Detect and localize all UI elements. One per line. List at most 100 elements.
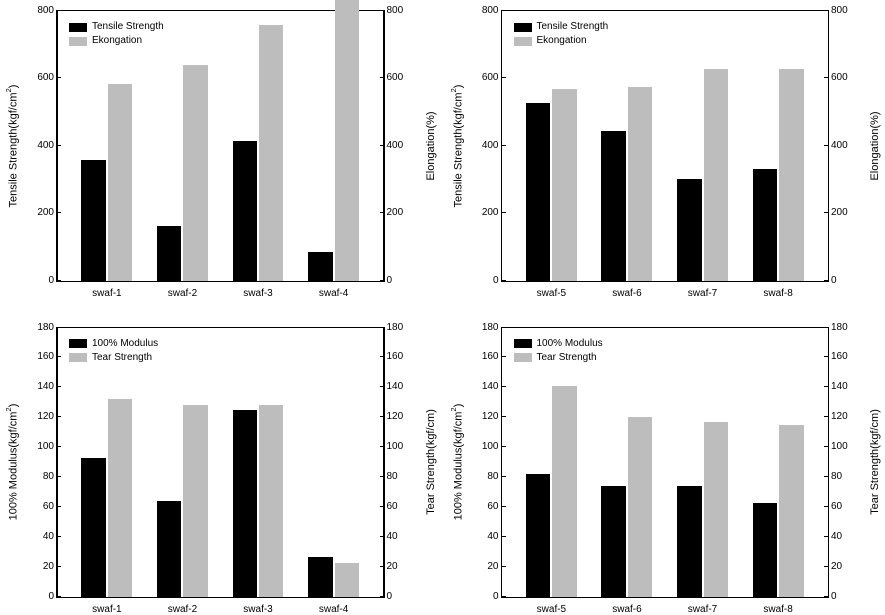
bar-series-0 xyxy=(753,503,777,597)
bar-series-0 xyxy=(308,252,332,281)
ytick-label: 60 xyxy=(487,502,498,512)
ytick-label: 20 xyxy=(387,562,398,572)
bar-series-1 xyxy=(628,417,652,597)
bar-group: swaf-6 xyxy=(600,328,654,598)
yaxis-left-label: 100% Modulus(kgf/cm2) xyxy=(4,404,20,521)
yaxis-right-label: Tear Strength(kgf/cm) xyxy=(869,409,881,515)
ytick-label: 800 xyxy=(482,6,499,16)
bar-group: swaf-1 xyxy=(80,11,134,281)
ytick-label: 600 xyxy=(482,73,499,83)
bar-series-1 xyxy=(108,84,132,280)
xaxis-category-label: swaf-1 xyxy=(92,604,121,615)
bar-series-0 xyxy=(677,486,701,597)
xaxis-category-label: swaf-8 xyxy=(763,288,792,299)
ytick-label: 0 xyxy=(48,592,54,602)
yaxis-left-label: Tensile Strength(kgf/cm2) xyxy=(449,84,465,207)
xaxis-category-label: swaf-3 xyxy=(243,604,272,615)
xaxis-category-label: swaf-2 xyxy=(168,288,197,299)
bar-series-0 xyxy=(601,131,625,281)
ytick-label: 160 xyxy=(37,352,54,362)
bar-group: swaf-6 xyxy=(600,11,654,281)
ytick-label: 20 xyxy=(831,562,842,572)
ytick-label: 140 xyxy=(37,382,54,392)
ytick-label: 80 xyxy=(487,472,498,482)
ytick-label: 600 xyxy=(387,73,404,83)
ytick-label: 0 xyxy=(48,276,54,286)
ytick-label: 800 xyxy=(37,6,54,16)
ytick-label: 800 xyxy=(387,6,404,16)
bar-group: swaf-5 xyxy=(524,11,578,281)
bar-group: swaf-3 xyxy=(231,328,285,598)
ytick-label: 140 xyxy=(482,382,499,392)
plot-area: Tensile Strength Ekongation 020040060080… xyxy=(56,10,385,282)
bar-group: swaf-1 xyxy=(80,328,134,598)
chart-panel-1: Tensile Strength(kgf/cm2) Tensile Streng… xyxy=(453,10,878,282)
bar-series-1 xyxy=(335,563,359,597)
ytick-label: 600 xyxy=(37,73,54,83)
ytick-label: 160 xyxy=(387,352,404,362)
bar-series-0 xyxy=(677,179,701,281)
ytick-label: 100 xyxy=(37,442,54,452)
ytick-label: 140 xyxy=(831,382,848,392)
ytick-label: 100 xyxy=(482,442,499,452)
bar-group: swaf-5 xyxy=(524,328,578,598)
ytick-label: 200 xyxy=(482,208,499,218)
bar-series-1 xyxy=(779,69,803,281)
ytick-label: 160 xyxy=(482,352,499,362)
bar-series-0 xyxy=(81,458,105,597)
ytick-label: 80 xyxy=(387,472,398,482)
ytick-label: 40 xyxy=(487,532,498,542)
ytick-label: 600 xyxy=(831,73,848,83)
bar-series-0 xyxy=(308,557,332,597)
ytick-label: 0 xyxy=(493,276,499,286)
xaxis-category-label: swaf-3 xyxy=(243,288,272,299)
ytick-label: 400 xyxy=(37,141,54,151)
ytick-label: 20 xyxy=(487,562,498,572)
bar-series-0 xyxy=(526,103,550,281)
ytick-label: 180 xyxy=(387,323,404,333)
ytick-label: 20 xyxy=(43,562,54,572)
ytick-label: 40 xyxy=(43,532,54,542)
bar-series-0 xyxy=(233,141,257,281)
ytick-label: 120 xyxy=(482,412,499,422)
bar-group: swaf-2 xyxy=(155,11,209,281)
bar-group: swaf-8 xyxy=(751,11,805,281)
ytick-label: 0 xyxy=(831,276,837,286)
yaxis-left-label: 100% Modulus(kgf/cm2) xyxy=(449,404,465,521)
bar-series-1 xyxy=(552,386,576,597)
ytick-label: 60 xyxy=(43,502,54,512)
xaxis-category-label: swaf-6 xyxy=(612,288,641,299)
yaxis-right-label: Tear Strength(kgf/cm) xyxy=(425,409,437,515)
ytick-label: 180 xyxy=(482,323,499,333)
chart-panel-3: 100% Modulus(kgf/cm2) 100% Modulus Tear … xyxy=(453,327,878,599)
ytick-label: 180 xyxy=(831,323,848,333)
bar-series-1 xyxy=(335,0,359,280)
ytick-label: 40 xyxy=(831,532,842,542)
ytick-label: 800 xyxy=(831,6,848,16)
ytick-label: 200 xyxy=(37,208,54,218)
bar-series-1 xyxy=(704,69,728,281)
bar-group: swaf-2 xyxy=(155,328,209,598)
bar-group: swaf-3 xyxy=(231,11,285,281)
plot-area: 100% Modulus Tear Strength 0204060801001… xyxy=(56,327,385,599)
ytick-label: 80 xyxy=(43,472,54,482)
ytick-label: 180 xyxy=(37,323,54,333)
ytick-label: 100 xyxy=(831,442,848,452)
ytick-label: 120 xyxy=(37,412,54,422)
bar-series-0 xyxy=(81,160,105,281)
bar-series-1 xyxy=(108,399,132,597)
xaxis-category-label: swaf-6 xyxy=(612,604,641,615)
xaxis-category-label: swaf-4 xyxy=(319,288,348,299)
bar-series-1 xyxy=(628,87,652,281)
bar-series-1 xyxy=(704,422,728,597)
ytick-label: 160 xyxy=(831,352,848,362)
xaxis-category-label: swaf-5 xyxy=(537,288,566,299)
xaxis-category-label: swaf-7 xyxy=(688,288,717,299)
bar-series-0 xyxy=(526,474,550,597)
bar-series-0 xyxy=(601,486,625,597)
yaxis-right-label: Elongation(%) xyxy=(869,111,881,180)
chart-panel-2: 100% Modulus(kgf/cm2) 100% Modulus Tear … xyxy=(8,327,433,599)
ytick-label: 140 xyxy=(387,382,404,392)
bar-group: swaf-7 xyxy=(675,328,729,598)
ytick-label: 60 xyxy=(831,502,842,512)
